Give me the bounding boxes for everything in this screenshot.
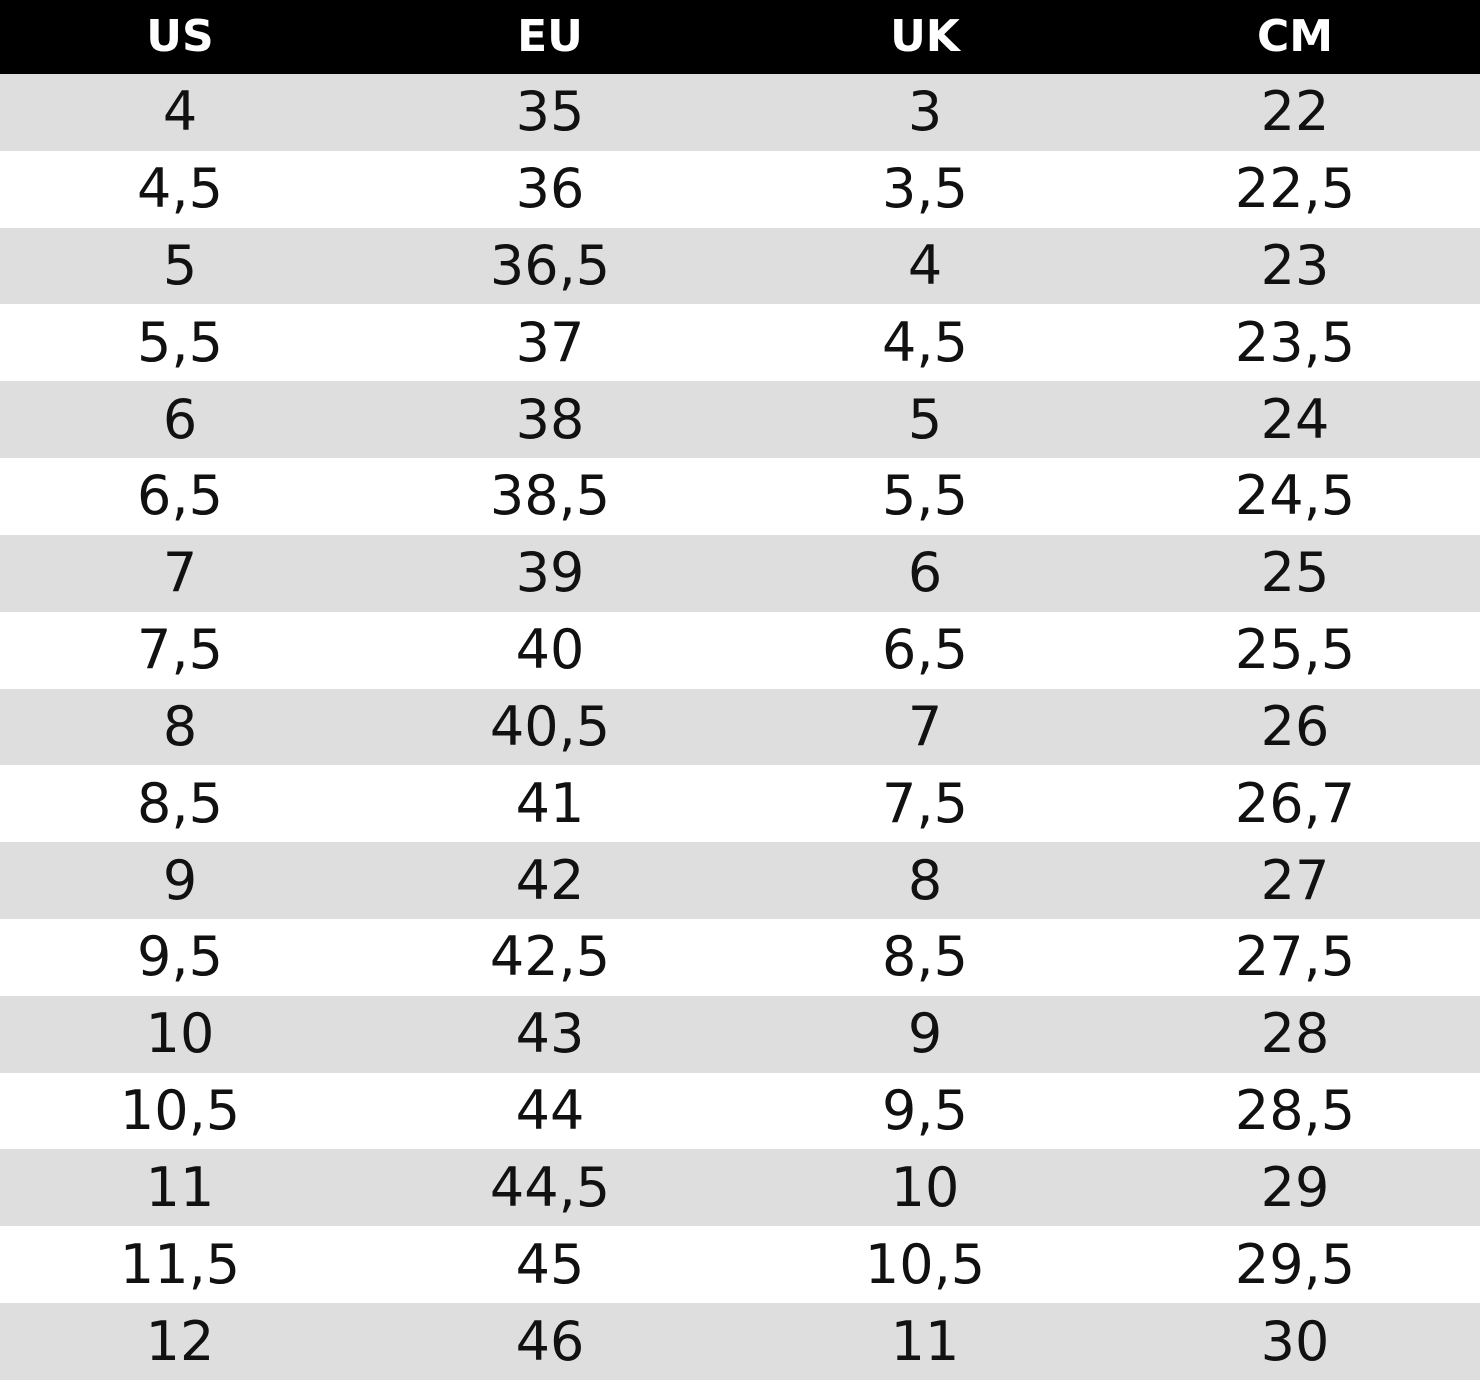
cell-eu: 43 (515, 1002, 585, 1066)
cell-us: 7 (162, 541, 198, 605)
cell-uk: 4 (907, 234, 943, 298)
cell-cm: 28 (1260, 1002, 1330, 1066)
cell-uk: 10,5 (864, 1232, 986, 1296)
cell-cm: 24,5 (1234, 464, 1356, 528)
cell-eu: 44 (515, 1078, 585, 1142)
cell-us: 9,5 (137, 925, 223, 989)
cell-us: 8,5 (137, 771, 223, 835)
table-header: US EU UK CM (0, 0, 1480, 74)
cell-us: 9 (162, 848, 198, 912)
header-cm: CM (1256, 11, 1334, 62)
table-row: 5,5 37 4,5 23,5 (0, 304, 1480, 382)
cell-eu: 42 (515, 848, 585, 912)
cell-us: 5 (162, 234, 198, 298)
cell-uk: 6 (907, 541, 943, 605)
cell-eu: 46 (515, 1309, 585, 1373)
cell-uk: 7,5 (882, 771, 968, 835)
cell-cm: 22,5 (1234, 157, 1356, 221)
cell-cm: 26 (1260, 694, 1330, 758)
table-row: 6,5 38,5 5,5 24,5 (0, 458, 1480, 535)
table-row: 11 44,5 10 29 (0, 1149, 1480, 1227)
cell-cm: 25 (1260, 541, 1330, 605)
cell-cm: 25,5 (1234, 618, 1356, 682)
cell-cm: 24 (1260, 387, 1330, 451)
cell-cm: 22 (1260, 80, 1330, 144)
cell-us: 8 (162, 694, 198, 758)
cell-eu: 40 (515, 618, 585, 682)
cell-us: 4,5 (137, 157, 223, 221)
cell-cm: 29,5 (1234, 1232, 1356, 1296)
table-row: 5 36,5 4 23 (0, 227, 1480, 305)
cell-cm: 27,5 (1234, 925, 1356, 989)
cell-cm: 23 (1260, 234, 1330, 298)
table-row: 4 35 3 22 (0, 74, 1480, 151)
cell-us: 6 (162, 387, 198, 451)
cell-cm: 29 (1260, 1155, 1330, 1219)
cell-us: 4 (162, 80, 198, 144)
cell-us: 11 (145, 1155, 215, 1219)
cell-eu: 41 (515, 771, 585, 835)
table-row: 4,5 36 3,5 22,5 (0, 150, 1480, 228)
cell-eu: 44,5 (489, 1155, 611, 1219)
table-row: 8 40,5 7 26 (0, 688, 1480, 766)
header-eu: EU (517, 11, 583, 62)
table-row: 11,5 45 10,5 29,5 (0, 1226, 1480, 1303)
cell-us: 10,5 (119, 1078, 241, 1142)
cell-cm: 23,5 (1234, 310, 1356, 374)
cell-uk: 8 (907, 848, 943, 912)
cell-eu: 42,5 (489, 925, 611, 989)
cell-uk: 11 (890, 1309, 960, 1373)
cell-eu: 35 (515, 80, 585, 144)
cell-cm: 27 (1260, 848, 1330, 912)
table-row: 9 42 8 27 (0, 842, 1480, 919)
cell-uk: 4,5 (882, 310, 968, 374)
table-row: 6 38 5 24 (0, 381, 1480, 459)
cell-uk: 10 (890, 1155, 960, 1219)
cell-us: 12 (145, 1309, 215, 1373)
header-row: US EU UK CM (0, 0, 1480, 74)
cell-cm: 26,7 (1234, 771, 1356, 835)
table-body: 4 35 3 22 4,5 36 3,5 22,5 5 36,5 4 23 5,5 37 4,5 23,5 6 3… (0, 74, 1480, 1380)
cell-uk: 6,5 (882, 618, 968, 682)
cell-us: 11,5 (119, 1232, 241, 1296)
table-row: 12 46 11 30 (0, 1303, 1480, 1380)
table-row: 8,5 41 7,5 26,7 (0, 765, 1480, 843)
cell-eu: 38 (515, 387, 585, 451)
table-row: 10,5 44 9,5 28,5 (0, 1072, 1480, 1150)
cell-cm: 30 (1260, 1309, 1330, 1373)
cell-uk: 3 (907, 80, 943, 144)
cell-eu: 40,5 (489, 694, 611, 758)
cell-uk: 7 (907, 694, 943, 758)
cell-us: 7,5 (137, 618, 223, 682)
cell-uk: 3,5 (882, 157, 968, 221)
table-row: 10 43 9 28 (0, 995, 1480, 1073)
cell-uk: 9 (907, 1002, 943, 1066)
cell-us: 10 (145, 1002, 215, 1066)
cell-eu: 45 (515, 1232, 585, 1296)
cell-uk: 9,5 (882, 1078, 968, 1142)
cell-cm: 28,5 (1234, 1078, 1356, 1142)
table-row: 9,5 42,5 8,5 27,5 (0, 918, 1480, 996)
cell-us: 5,5 (137, 310, 223, 374)
cell-eu: 38,5 (489, 464, 611, 528)
header-us: US (146, 11, 214, 62)
cell-us: 6,5 (137, 464, 223, 528)
cell-eu: 36,5 (489, 234, 611, 298)
header-uk: UK (890, 11, 960, 62)
cell-uk: 5,5 (882, 464, 968, 528)
cell-uk: 8,5 (882, 925, 968, 989)
table-row: 7,5 40 6,5 25,5 (0, 611, 1480, 689)
cell-eu: 37 (515, 310, 585, 374)
cell-uk: 5 (907, 387, 943, 451)
table-row: 7 39 6 25 (0, 534, 1480, 612)
cell-eu: 36 (515, 157, 585, 221)
cell-eu: 39 (515, 541, 585, 605)
